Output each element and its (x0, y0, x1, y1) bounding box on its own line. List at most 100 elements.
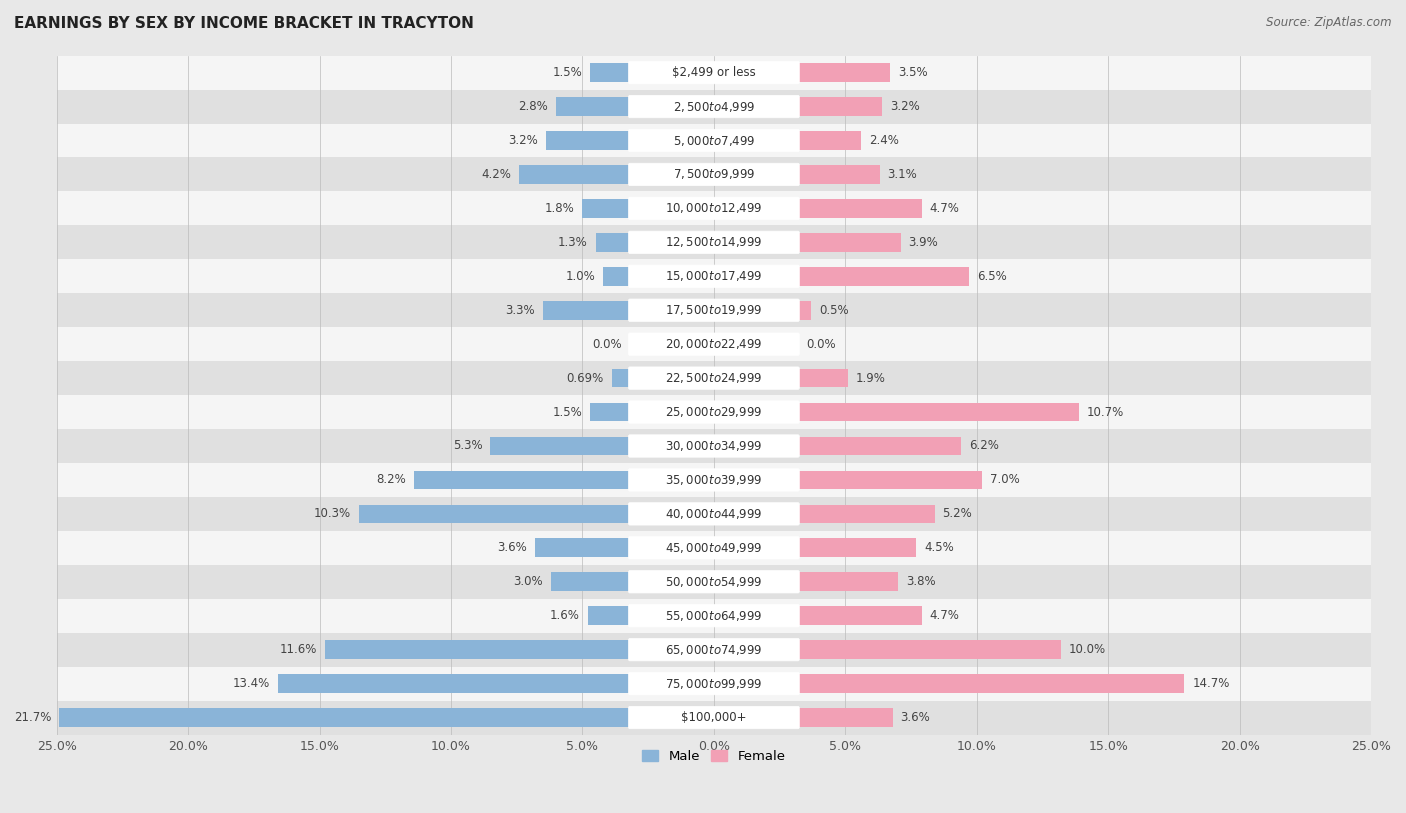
Bar (56, 293, 1371, 327)
Text: 3.0%: 3.0% (513, 576, 543, 589)
Bar (612, 369, 630, 388)
Bar (557, 98, 630, 116)
Text: 5.2%: 5.2% (942, 507, 973, 520)
Text: $2,500 to $4,999: $2,500 to $4,999 (672, 99, 755, 114)
FancyBboxPatch shape (628, 469, 800, 491)
Bar (799, 63, 890, 82)
Text: 2.8%: 2.8% (519, 100, 548, 113)
Legend: Male, Female: Male, Female (637, 745, 790, 768)
Text: 0.0%: 0.0% (592, 337, 621, 350)
Bar (325, 641, 630, 659)
Text: 1.5%: 1.5% (553, 406, 582, 419)
Bar (551, 572, 630, 591)
Bar (56, 225, 1371, 259)
Bar (582, 199, 630, 218)
Bar (59, 708, 630, 727)
FancyBboxPatch shape (628, 198, 800, 220)
Bar (799, 572, 898, 591)
Bar (591, 402, 630, 421)
FancyBboxPatch shape (628, 638, 800, 661)
Bar (359, 505, 630, 524)
FancyBboxPatch shape (628, 706, 800, 728)
FancyBboxPatch shape (628, 571, 800, 593)
Bar (799, 402, 1080, 421)
Text: 1.6%: 1.6% (550, 609, 579, 622)
Text: $5,000 to $7,499: $5,000 to $7,499 (672, 133, 755, 147)
FancyBboxPatch shape (628, 62, 800, 84)
Text: 1.5%: 1.5% (553, 66, 582, 79)
Bar (56, 497, 1371, 531)
Text: $20,000 to $22,499: $20,000 to $22,499 (665, 337, 762, 351)
Text: 11.6%: 11.6% (280, 643, 316, 656)
Bar (415, 471, 630, 489)
Bar (56, 667, 1371, 701)
Bar (799, 674, 1184, 693)
FancyBboxPatch shape (628, 367, 800, 389)
FancyBboxPatch shape (628, 605, 800, 627)
Bar (799, 301, 811, 320)
Text: $100,000+: $100,000+ (681, 711, 747, 724)
Text: 4.2%: 4.2% (482, 168, 512, 181)
FancyBboxPatch shape (628, 95, 800, 118)
Bar (799, 606, 921, 625)
Bar (491, 437, 630, 455)
Text: $75,000 to $99,999: $75,000 to $99,999 (665, 676, 762, 690)
FancyBboxPatch shape (628, 502, 800, 525)
Bar (799, 708, 893, 727)
Text: 0.69%: 0.69% (567, 372, 603, 385)
Bar (56, 395, 1371, 429)
Text: 6.5%: 6.5% (977, 270, 1007, 283)
Text: 3.5%: 3.5% (898, 66, 928, 79)
Text: $30,000 to $34,999: $30,000 to $34,999 (665, 439, 762, 453)
Bar (56, 158, 1371, 191)
Bar (56, 633, 1371, 667)
Text: 4.7%: 4.7% (929, 609, 959, 622)
Bar (56, 531, 1371, 565)
Bar (588, 606, 630, 625)
FancyBboxPatch shape (628, 299, 800, 321)
Bar (56, 361, 1371, 395)
Bar (799, 165, 880, 184)
Text: $22,500 to $24,999: $22,500 to $24,999 (665, 371, 762, 385)
Text: $55,000 to $64,999: $55,000 to $64,999 (665, 609, 762, 623)
Text: 4.5%: 4.5% (924, 541, 953, 554)
Bar (799, 267, 969, 285)
Bar (799, 131, 860, 150)
Bar (56, 463, 1371, 497)
FancyBboxPatch shape (628, 537, 800, 559)
Text: $10,000 to $12,499: $10,000 to $12,499 (665, 202, 762, 215)
Bar (799, 505, 935, 524)
Bar (56, 598, 1371, 633)
FancyBboxPatch shape (628, 265, 800, 288)
Bar (519, 165, 630, 184)
Text: 5.3%: 5.3% (453, 440, 482, 453)
Bar (799, 369, 848, 388)
Text: 1.8%: 1.8% (546, 202, 575, 215)
Bar (799, 641, 1062, 659)
Bar (56, 701, 1371, 734)
Text: 0.5%: 0.5% (820, 304, 849, 317)
Text: EARNINGS BY SEX BY INCOME BRACKET IN TRACYTON: EARNINGS BY SEX BY INCOME BRACKET IN TRA… (14, 16, 474, 31)
Bar (56, 89, 1371, 124)
Bar (603, 267, 630, 285)
Text: $45,000 to $49,999: $45,000 to $49,999 (665, 541, 762, 554)
FancyBboxPatch shape (628, 672, 800, 695)
Text: $15,000 to $17,499: $15,000 to $17,499 (665, 269, 762, 283)
Text: $35,000 to $39,999: $35,000 to $39,999 (665, 473, 762, 487)
Bar (56, 55, 1371, 89)
Bar (56, 259, 1371, 293)
Text: 13.4%: 13.4% (232, 677, 270, 690)
Text: 10.7%: 10.7% (1087, 406, 1125, 419)
Text: 3.3%: 3.3% (506, 304, 536, 317)
Text: 3.9%: 3.9% (908, 236, 938, 249)
Text: $50,000 to $54,999: $50,000 to $54,999 (665, 575, 762, 589)
Bar (799, 98, 882, 116)
Text: 10.0%: 10.0% (1069, 643, 1107, 656)
FancyBboxPatch shape (628, 435, 800, 457)
Bar (799, 437, 960, 455)
Text: 0.0%: 0.0% (806, 337, 835, 350)
Text: Source: ZipAtlas.com: Source: ZipAtlas.com (1267, 16, 1392, 29)
Text: 3.1%: 3.1% (887, 168, 917, 181)
Bar (56, 565, 1371, 598)
Text: 21.7%: 21.7% (14, 711, 52, 724)
